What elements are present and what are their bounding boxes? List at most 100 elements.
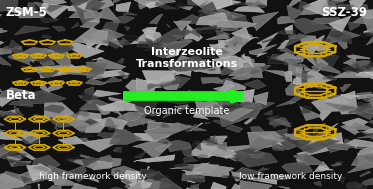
Polygon shape (54, 177, 66, 184)
Polygon shape (188, 164, 219, 173)
Polygon shape (38, 165, 83, 181)
Polygon shape (21, 177, 31, 184)
Polygon shape (113, 147, 122, 151)
Polygon shape (302, 0, 338, 16)
Polygon shape (206, 0, 229, 6)
Polygon shape (154, 29, 191, 45)
Text: SSZ-39: SSZ-39 (322, 6, 367, 19)
Polygon shape (182, 147, 192, 156)
Polygon shape (244, 79, 266, 89)
Polygon shape (51, 0, 73, 1)
Polygon shape (204, 0, 241, 11)
Polygon shape (301, 70, 308, 84)
Polygon shape (159, 175, 188, 189)
Polygon shape (157, 76, 181, 81)
Polygon shape (188, 30, 200, 37)
Polygon shape (113, 172, 132, 189)
Polygon shape (372, 146, 373, 152)
Polygon shape (237, 180, 272, 189)
Polygon shape (97, 132, 119, 139)
Polygon shape (264, 110, 272, 115)
Polygon shape (7, 40, 22, 50)
Polygon shape (0, 56, 12, 65)
Polygon shape (210, 20, 257, 28)
Polygon shape (147, 1, 164, 8)
Polygon shape (31, 165, 52, 172)
Polygon shape (270, 58, 291, 62)
Polygon shape (41, 35, 51, 38)
Polygon shape (80, 155, 99, 161)
Polygon shape (155, 2, 176, 9)
Polygon shape (339, 33, 352, 44)
Polygon shape (198, 9, 214, 16)
Polygon shape (249, 44, 277, 55)
Polygon shape (220, 80, 246, 93)
Polygon shape (298, 2, 311, 12)
Polygon shape (10, 172, 50, 187)
Polygon shape (353, 11, 373, 25)
Polygon shape (193, 112, 209, 119)
Polygon shape (89, 161, 112, 170)
Polygon shape (287, 5, 304, 22)
Polygon shape (317, 50, 330, 55)
Polygon shape (0, 51, 4, 55)
Polygon shape (238, 57, 255, 67)
Polygon shape (75, 7, 98, 24)
Polygon shape (247, 37, 258, 39)
Polygon shape (3, 113, 15, 117)
Polygon shape (333, 71, 369, 78)
Polygon shape (184, 25, 203, 41)
Polygon shape (278, 30, 296, 36)
Polygon shape (0, 90, 13, 107)
Polygon shape (8, 55, 32, 66)
Polygon shape (96, 105, 112, 115)
Polygon shape (136, 187, 145, 189)
Polygon shape (140, 169, 155, 178)
Polygon shape (212, 56, 247, 71)
Polygon shape (298, 36, 317, 47)
Polygon shape (10, 162, 16, 166)
Polygon shape (0, 115, 4, 125)
Polygon shape (14, 26, 50, 35)
Polygon shape (156, 144, 172, 152)
Polygon shape (12, 47, 54, 61)
Polygon shape (365, 66, 373, 70)
Polygon shape (138, 181, 152, 188)
Polygon shape (144, 123, 191, 141)
Polygon shape (357, 134, 373, 139)
Polygon shape (325, 27, 360, 44)
Polygon shape (72, 108, 90, 117)
Polygon shape (192, 25, 233, 31)
Polygon shape (349, 0, 366, 10)
Polygon shape (147, 167, 150, 170)
Polygon shape (147, 122, 180, 133)
Polygon shape (329, 31, 344, 38)
Polygon shape (191, 184, 199, 189)
Polygon shape (37, 49, 69, 56)
Polygon shape (275, 118, 291, 127)
Polygon shape (191, 141, 201, 150)
Polygon shape (133, 139, 170, 157)
Polygon shape (288, 0, 301, 7)
Polygon shape (92, 70, 130, 79)
Polygon shape (300, 138, 341, 153)
Polygon shape (223, 43, 238, 47)
Polygon shape (102, 40, 125, 48)
Polygon shape (235, 63, 265, 68)
Polygon shape (371, 104, 373, 116)
Polygon shape (186, 178, 204, 184)
Polygon shape (44, 171, 79, 186)
Polygon shape (357, 93, 373, 99)
Polygon shape (172, 55, 195, 67)
Polygon shape (82, 157, 100, 166)
Polygon shape (284, 71, 292, 81)
Polygon shape (218, 66, 237, 75)
Polygon shape (192, 60, 206, 67)
Polygon shape (68, 2, 87, 12)
Polygon shape (191, 141, 227, 158)
Polygon shape (145, 94, 175, 100)
Polygon shape (354, 144, 358, 148)
Polygon shape (348, 22, 360, 31)
Polygon shape (200, 7, 230, 16)
Polygon shape (325, 0, 350, 5)
